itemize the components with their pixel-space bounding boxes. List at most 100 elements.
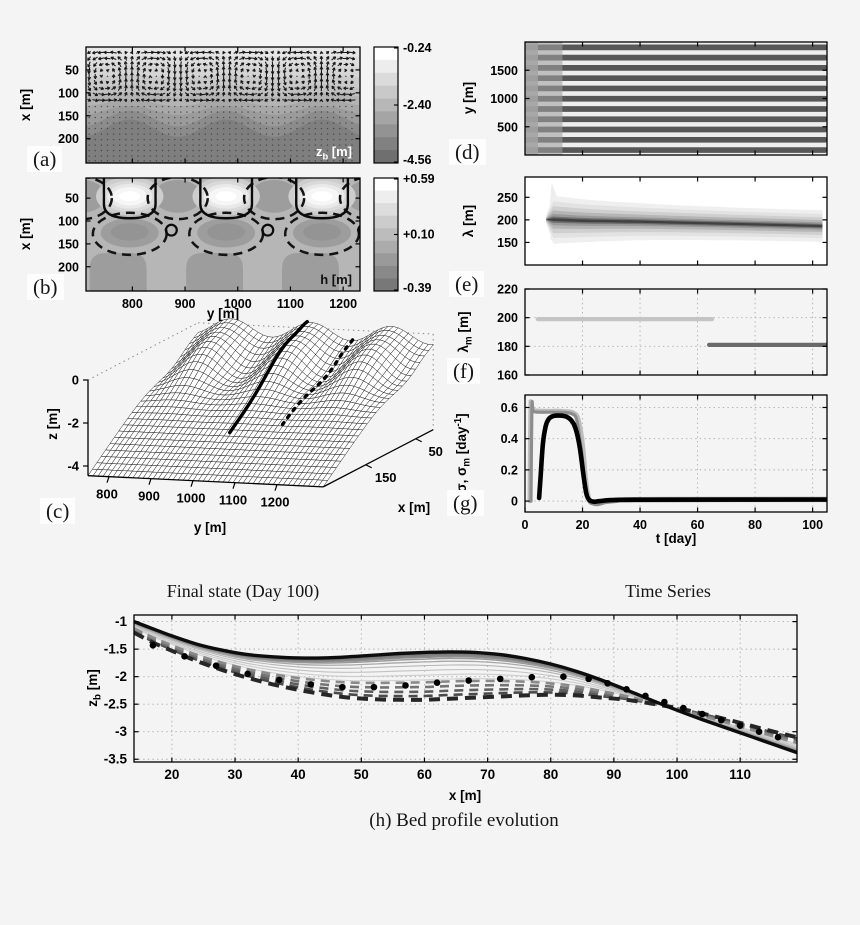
tick-label: 80 (748, 518, 762, 532)
tick-label: 150 (58, 237, 79, 251)
tick-label: 0.6 (501, 401, 518, 415)
panel-label-d: (d) (449, 139, 486, 165)
tick-label: 1200 (329, 297, 357, 311)
panel-h-ylabel: zb [m] (85, 669, 104, 706)
series-observation-dots (149, 641, 782, 741)
tick-label: 180 (497, 340, 518, 354)
tick-label: 50 (354, 767, 369, 782)
tick-label: 100 (666, 767, 689, 782)
tick-label: 50 (65, 63, 79, 77)
tick-label: 200 (497, 311, 518, 325)
axes-box: 20 30 40 50 60 70 80 90 100 110 -1 -1.5 -2 -2.5 -3 -3.5… (85, 614, 798, 803)
tick-label: 150 (58, 109, 79, 123)
tick-label: 20 (164, 767, 179, 782)
tick-label: -1.5 (104, 642, 128, 657)
tick-label: 1000 (177, 491, 206, 506)
axes-box: 150 200 250 λ [m] (461, 176, 828, 266)
tick-label: -3 (115, 724, 127, 739)
panel-g-lines: 0 20 40 60 80 100 0 0.2 0.4 0.6 σ, σm [day-1] t [da… (453, 394, 828, 546)
panel-h-bed-profiles: 20 30 40 50 60 70 80 90 100 110 -1 -1.5 -2 -2.5 -3 -3.5… (85, 614, 798, 803)
panel-d-ylabel: y [m] (461, 82, 476, 114)
tick-label: 30 (228, 767, 243, 782)
panel-h-xlabel: x [m] (449, 788, 481, 803)
tick-label: 200 (497, 213, 518, 227)
tick-label: -2.40 (403, 98, 432, 112)
panel-label-g: (g) (447, 490, 484, 516)
tick-label: 90 (606, 767, 621, 782)
tick-label: +0.10 (403, 228, 435, 242)
tick-label: 0 (522, 518, 529, 532)
tick-label: -2.5 (104, 697, 128, 712)
tick-label: -0.39 (403, 281, 432, 295)
gridlines (134, 615, 797, 762)
tick-label: 200 (58, 260, 79, 274)
tick-label: 1000 (490, 92, 518, 106)
column-title-time-series: Time Series (625, 581, 711, 601)
panel-b-ylabel: x [m] (18, 218, 33, 250)
axes-box: 800 900 1000 1100 1200 50 100 150 200 x [m] y [m] (18, 177, 361, 321)
panel-label-e: (e) (449, 271, 485, 297)
panel-b-xlabel: y [m] (207, 306, 239, 321)
mesh (87, 318, 434, 488)
gridlines (525, 395, 827, 512)
gridlines (525, 288, 827, 375)
panel-c-xlabel: x [m] (398, 500, 430, 515)
panel-label-b: (b) (27, 274, 64, 300)
tick-label: 100 (802, 518, 823, 532)
tick-label: 100 (58, 215, 79, 229)
tick-label: 20 (576, 518, 590, 532)
axes-box: 500 1000 1500 y [m] (461, 41, 828, 156)
tick-label: 200 (58, 132, 79, 146)
tick-label: 500 (497, 120, 518, 134)
velocity-quiver (87, 50, 356, 162)
figure-caption: (h) Bed profile evolution (369, 810, 559, 831)
tick-label: 1500 (490, 64, 518, 78)
panel-label-f: (f) (447, 358, 480, 384)
panel-e-ylabel: λ [m] (461, 205, 476, 237)
tick-label: 50 (65, 192, 79, 206)
panel-label-a: (a) (27, 146, 63, 172)
tick-label: -4.56 (403, 153, 432, 167)
series-initial-profile (134, 630, 797, 740)
tick-label: 900 (175, 297, 196, 311)
tick-label: -1 (115, 614, 127, 629)
tick-label: 900 (138, 489, 160, 504)
tick-label: 0.4 (501, 432, 518, 446)
tick-label: 1100 (219, 493, 247, 508)
tick-label: 1000 (224, 297, 252, 311)
axes-box: 0 20 40 60 80 100 0 0.2 0.4 0.6 σ, σm [day-1] t [da… (453, 394, 828, 546)
panel-c-3d-surface: 0 -2 -4 800 900 1000 1100 1200 50 150 z [m] y [m] x … (45, 318, 443, 536)
panel-a-bathymetry-quiver: zb [m] 50 100 150 200 x [m] -0.24 -2.40 -4.56 (18, 41, 432, 167)
panel-e-wavelength-band: 150 200 250 λ [m] (461, 176, 828, 266)
tick-label: 250 (497, 191, 518, 205)
axes-3d: 0 -2 -4 800 900 1000 1100 1200 50 150 z [m] y [m] x … (45, 373, 443, 536)
tick-label: 80 (543, 767, 558, 782)
tick-label: 110 (729, 767, 751, 782)
tick-label: 50 (428, 444, 442, 459)
panel-b-hydrodynamic-contour: h [m] 800 900 1000 1100 1200 50 100 150 200 x [m] y… (18, 172, 435, 321)
colorbar: +0.59 +0.10 -0.39 (373, 172, 435, 295)
tick-label: 800 (122, 297, 143, 311)
tick-label: 0 (511, 495, 518, 509)
panel-g-ylabel: σ, σm [day-1] (453, 413, 473, 492)
panel-d-hovmoller: 500 1000 1500 y [m] (461, 41, 828, 156)
series-sigma-m-black (536, 413, 827, 505)
tick-label: 1200 (261, 495, 290, 510)
tick-label: 150 (375, 470, 397, 485)
tick-label: 1100 (277, 297, 304, 311)
tick-label: 220 (497, 283, 518, 297)
tick-label: 40 (633, 518, 647, 532)
series-final-profile (134, 620, 797, 755)
transect-lines (228, 320, 355, 435)
tick-label: -2 (67, 416, 79, 431)
panel-g-xlabel: t [day] (656, 531, 697, 546)
tick-label: 60 (417, 767, 432, 782)
panel-f-lines: 160 180 200 220 λm [m] (456, 283, 828, 383)
axes-box: 50 100 150 200 x [m] (18, 46, 361, 164)
tick-label: 150 (497, 236, 518, 250)
tick-label: 0 (72, 373, 79, 388)
tick-label: 100 (58, 86, 79, 100)
panel-label-c: (c) (40, 498, 76, 524)
